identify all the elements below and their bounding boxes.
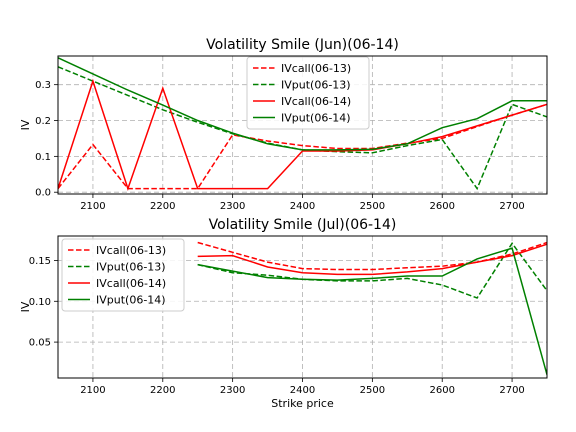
y-tick-label: 0.15	[29, 256, 51, 267]
x-tick-label: 2200	[150, 385, 175, 396]
legend-label: IVcall(06-13)	[281, 62, 351, 75]
x-tick-label: 2300	[220, 201, 245, 212]
y-axis-label: IV	[19, 301, 32, 312]
y-tick-label: 0.05	[29, 338, 51, 349]
legend-label: IVcall(06-14)	[281, 95, 351, 108]
legend-label: IVput(06-14)	[281, 112, 351, 125]
x-tick-label: 2600	[429, 201, 454, 212]
series-line-ivput06-13	[197, 241, 547, 299]
x-tick-label: 2700	[499, 201, 524, 212]
legend: IVcall(06-13) IVput(06-13) IVcall(06-14) IV…	[61, 238, 185, 312]
x-tick-label: 2700	[499, 385, 524, 396]
series-line-ivcall06-14	[58, 78, 547, 191]
series-line-ivcall06-13	[58, 103, 547, 190]
y-axis-label: IV	[19, 119, 32, 130]
x-tick-label: 2400	[290, 201, 315, 212]
series-line-ivcall06-14	[197, 243, 547, 276]
legend: IVcall(06-13) IVput(06-13) IVcall(06-14) IV…	[246, 56, 370, 130]
y-tick-label: 0.3	[35, 80, 51, 91]
y-tick-label: 0.1	[35, 152, 51, 163]
subplot-jun: 2100 2200 2300 2400 2500 2600 2700 0.0 0.1 0.2 0.3…	[19, 37, 548, 212]
x-tick-label: 2200	[150, 201, 175, 212]
chart-title: Volatility Smile (Jul)(06-14)	[209, 217, 397, 233]
subplot-jul: 2100 2200 2300 2400 2500 2600 2700 0.05 0.10 0.15…	[19, 217, 548, 410]
x-tick-label: 2400	[290, 385, 315, 396]
legend-label: IVput(06-14)	[96, 294, 166, 307]
series-line-ivcall06-13	[197, 241, 547, 271]
y-tick-label: 0.2	[35, 116, 51, 127]
legend-label: IVcall(06-13)	[96, 244, 166, 257]
legend-box	[246, 56, 370, 130]
x-axis-label: Strike price	[271, 397, 334, 410]
chart-title: Volatility Smile (Jun)(06-14)	[206, 37, 399, 53]
x-tick-label: 2500	[360, 201, 385, 212]
x-tick-label: 2100	[80, 385, 105, 396]
x-tick-label: 2500	[360, 385, 385, 396]
series-line-ivput06-14	[197, 247, 547, 375]
legend-label: IVcall(06-14)	[96, 277, 166, 290]
x-tick-label: 2300	[220, 385, 245, 396]
legend-label: IVput(06-13)	[281, 79, 351, 92]
x-tick-label: 2600	[429, 385, 454, 396]
series-line-ivput06-14	[58, 57, 547, 151]
legend-label: IVput(06-13)	[96, 261, 166, 274]
y-tick-label: 0.0	[35, 188, 51, 199]
legend-box	[61, 238, 185, 312]
y-tick-label: 0.10	[29, 297, 51, 308]
x-tick-label: 2100	[80, 201, 105, 212]
